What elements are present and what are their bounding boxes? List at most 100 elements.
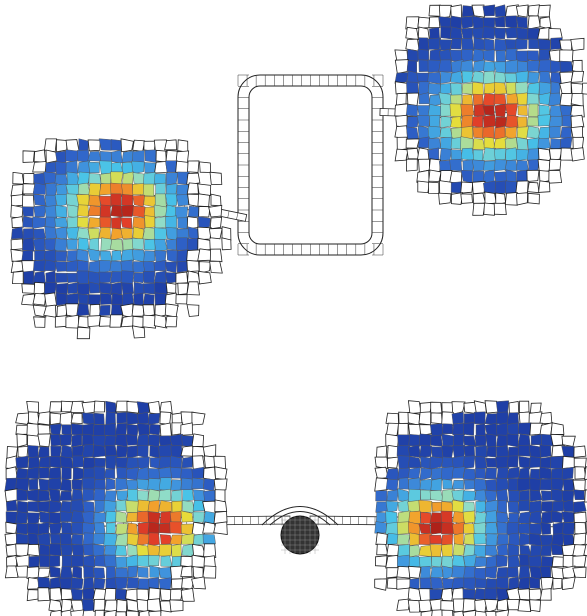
mesh-element [460,147,475,161]
mesh-element [137,522,150,536]
mesh-element [109,271,123,284]
mesh-element [507,478,520,492]
mesh-element [49,587,63,602]
mesh-element [485,479,498,492]
mesh-element [452,521,466,535]
mesh-element [125,500,140,513]
mesh-element [170,489,182,502]
mesh-element [199,161,212,173]
mesh-element [43,171,57,184]
mesh-element [81,423,95,436]
mesh-element [451,499,465,513]
mesh-element [191,411,206,426]
mesh-element [496,477,510,492]
mesh-element [475,578,488,589]
mesh-element [32,161,47,173]
mesh-element [427,181,440,194]
mesh-element [584,466,587,480]
mesh-element [508,490,521,503]
mesh-element [26,566,40,579]
mesh-element [406,126,419,140]
mesh-element [83,565,95,578]
mesh-element [49,455,62,468]
mesh-element [559,92,573,107]
mesh-element [132,249,146,263]
mesh-element [192,566,204,579]
mesh-element [165,282,177,294]
mesh-element [197,248,212,262]
mesh-element [494,180,508,195]
mesh-element [405,158,418,172]
mesh-element [451,401,466,415]
mesh-element [429,534,444,545]
mesh-element [428,169,442,182]
mesh-element [59,566,73,580]
mesh-element [66,292,80,306]
mesh-element [37,532,51,546]
mesh-element [449,103,464,118]
mesh-element [561,114,573,128]
mesh-element [28,478,39,491]
mesh-element [483,202,496,216]
mesh-element [137,444,149,459]
mesh-element [87,315,101,328]
mesh-element [581,82,587,95]
mesh-element [111,250,122,262]
mesh-element [548,158,562,171]
mesh-element [126,577,139,589]
mesh-element [517,511,532,524]
mesh-element [385,510,398,524]
mesh-element [397,544,410,557]
mesh-element [526,169,540,182]
mesh-element [418,532,433,546]
mesh-element [539,566,552,579]
mesh-element [395,92,407,106]
mesh-element [396,521,410,535]
mesh-element [81,444,95,458]
mesh-element [16,522,29,535]
mesh-element [518,499,530,512]
mesh-element [48,543,62,557]
mesh-element [462,455,476,469]
mesh-element [385,422,400,436]
mesh-element [529,599,542,612]
mesh-element [159,401,173,414]
mesh-element [550,455,564,470]
mesh-element [475,445,488,458]
mesh-element [115,567,129,579]
mesh-element [197,270,212,285]
mesh-element [144,149,157,163]
mesh-element [450,137,463,150]
mesh-element [10,204,24,219]
mesh-element [131,304,145,317]
mesh-element [418,37,430,51]
mesh-element [23,172,35,185]
mesh-element [198,261,211,274]
mesh-element [483,70,496,85]
mesh-element [105,522,116,534]
mesh-element [203,543,217,558]
mesh-element [484,510,498,523]
mesh-element [572,566,587,579]
mesh-element [142,314,157,329]
mesh-element [473,588,487,600]
mesh-element [570,70,585,83]
mesh-element [394,59,409,74]
mesh-element [526,93,540,106]
mesh-element [110,204,123,218]
mesh-element [59,511,73,523]
mesh-element [5,521,18,535]
mesh-element [376,543,389,556]
mesh-element [93,598,106,612]
mesh-element [495,554,508,568]
mesh-element [471,4,485,18]
mesh-element [506,466,520,479]
mesh-element [27,445,39,458]
mesh-element [530,433,543,446]
mesh-element [396,598,411,611]
mesh-element [562,479,575,492]
mesh-element [93,466,106,481]
mesh-element [570,92,584,107]
mesh-element [529,478,542,492]
mesh-element [407,456,422,468]
